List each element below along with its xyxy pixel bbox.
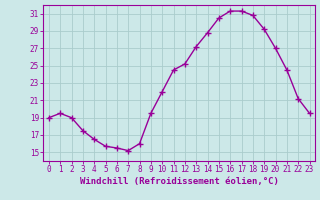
X-axis label: Windchill (Refroidissement éolien,°C): Windchill (Refroidissement éolien,°C) [80, 177, 279, 186]
